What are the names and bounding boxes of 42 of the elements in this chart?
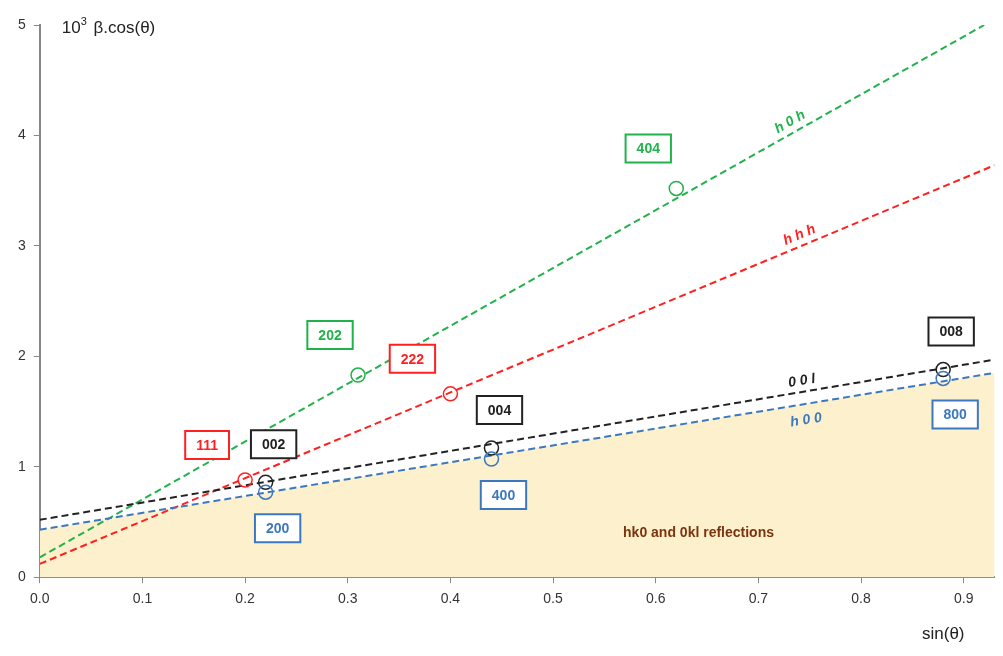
point — [350, 367, 366, 383]
point — [935, 370, 951, 387]
annotation: 008 — [939, 323, 964, 340]
y-tick-label: 2 — [17, 347, 26, 364]
x-tick-label: 0.4 — [440, 590, 461, 607]
annotation: 404 — [636, 140, 661, 157]
x-tick-label: 0.7 — [748, 590, 769, 607]
x-tick-label: 0.6 — [646, 590, 666, 607]
x-axis-title: sin(θ) — [921, 624, 965, 644]
annotation: 400 — [491, 486, 516, 503]
text: h h h — [780, 220, 818, 248]
annotation: 800 — [943, 406, 968, 423]
text: 0 0 l — [786, 369, 818, 390]
y-tick-label: 1 — [17, 457, 26, 474]
x-tick-label: 0.3 — [338, 590, 358, 607]
annotation: 111 — [196, 436, 219, 453]
annotation: 202 — [318, 326, 342, 343]
text: h 0 0 — [788, 408, 824, 430]
y-tick-label: 4 — [17, 126, 26, 143]
y-tick-label: 3 — [17, 236, 26, 253]
point — [257, 484, 274, 500]
text: h 0 h — [771, 106, 808, 136]
point — [257, 474, 274, 490]
point — [442, 386, 459, 402]
x-tick-label: 0.8 — [851, 590, 871, 607]
annotation: 222 — [400, 350, 425, 367]
x-tick-label: 0.9 — [953, 590, 974, 607]
annotation: 002 — [261, 436, 286, 453]
point — [483, 451, 500, 467]
x-tick-label: 0.2 — [235, 590, 256, 607]
point — [668, 180, 685, 197]
y-tick-label: 0 — [17, 568, 26, 585]
annotation: hk0 and 0kl reflections — [623, 524, 775, 541]
x-tick-label: 0.1 — [132, 590, 153, 607]
x-tick-label: 0.0 — [30, 590, 50, 607]
point — [237, 472, 253, 488]
x-tick-label: 0.5 — [543, 590, 564, 607]
point — [483, 440, 500, 456]
annotation: 004 — [487, 401, 512, 418]
point — [935, 361, 951, 378]
annotation: 200 — [265, 520, 290, 537]
y-tick-label: 5 — [17, 15, 26, 32]
